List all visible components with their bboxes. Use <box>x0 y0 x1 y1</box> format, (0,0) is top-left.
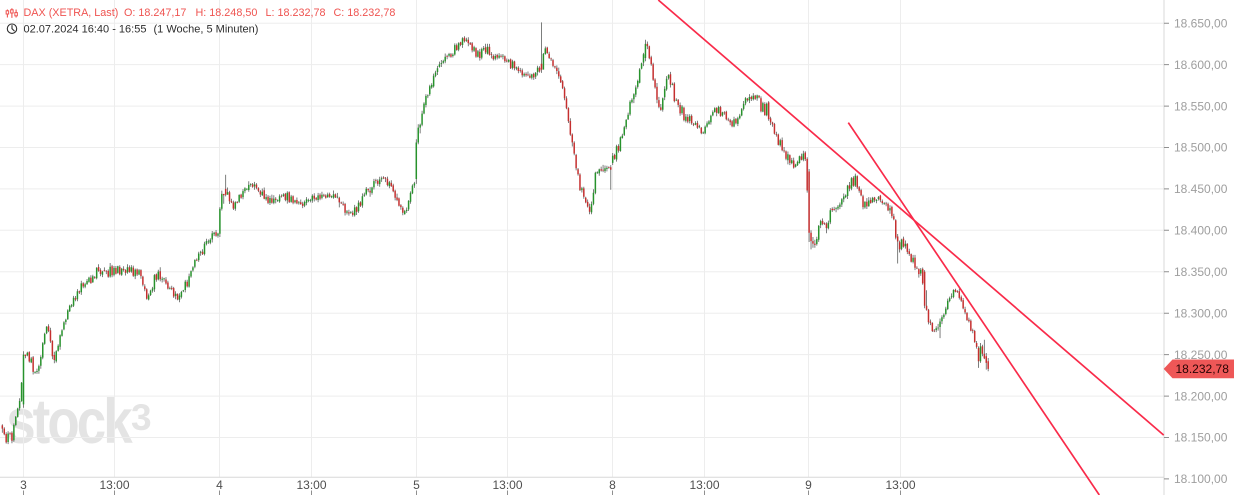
svg-text:18.400,00: 18.400,00 <box>1174 224 1228 238</box>
svg-text:13:00: 13:00 <box>296 478 326 492</box>
svg-text:18.150,00: 18.150,00 <box>1174 431 1228 445</box>
svg-text:9: 9 <box>805 478 812 492</box>
svg-text:13:00: 13:00 <box>492 478 522 492</box>
svg-text:13:00: 13:00 <box>99 478 129 492</box>
svg-text:18.450,00: 18.450,00 <box>1174 182 1228 196</box>
svg-text:18.650,00: 18.650,00 <box>1174 16 1228 30</box>
svg-text:18.200,00: 18.200,00 <box>1174 389 1228 403</box>
svg-text:DAX (XETRA, Last)O: 18.247,17H: DAX (XETRA, Last) O: 18.247,17 H: 18.248,5… <box>24 7 396 19</box>
svg-text:4: 4 <box>216 478 223 492</box>
svg-text:8: 8 <box>609 478 616 492</box>
svg-text:18.100,00: 18.100,00 <box>1174 472 1228 486</box>
svg-text:3: 3 <box>20 478 27 492</box>
svg-text:13:00: 13:00 <box>689 478 719 492</box>
svg-text:18.232,78: 18.232,78 <box>1176 362 1230 376</box>
svg-text:18.250,00: 18.250,00 <box>1174 348 1228 362</box>
svg-text:18.300,00: 18.300,00 <box>1174 306 1228 320</box>
svg-text:18.550,00: 18.550,00 <box>1174 99 1228 113</box>
svg-text:13:00: 13:00 <box>885 478 915 492</box>
svg-text:18.600,00: 18.600,00 <box>1174 58 1228 72</box>
svg-text:5: 5 <box>413 478 420 492</box>
svg-text:3: 3 <box>131 397 152 438</box>
svg-text:18.350,00: 18.350,00 <box>1174 265 1228 279</box>
svg-text:18.500,00: 18.500,00 <box>1174 141 1228 155</box>
svg-text:02.07.2024 16:40 - 16:55(1 Woc: 02.07.2024 16:40 - 16:55 (1 Woche, 5 Minu… <box>24 24 259 36</box>
